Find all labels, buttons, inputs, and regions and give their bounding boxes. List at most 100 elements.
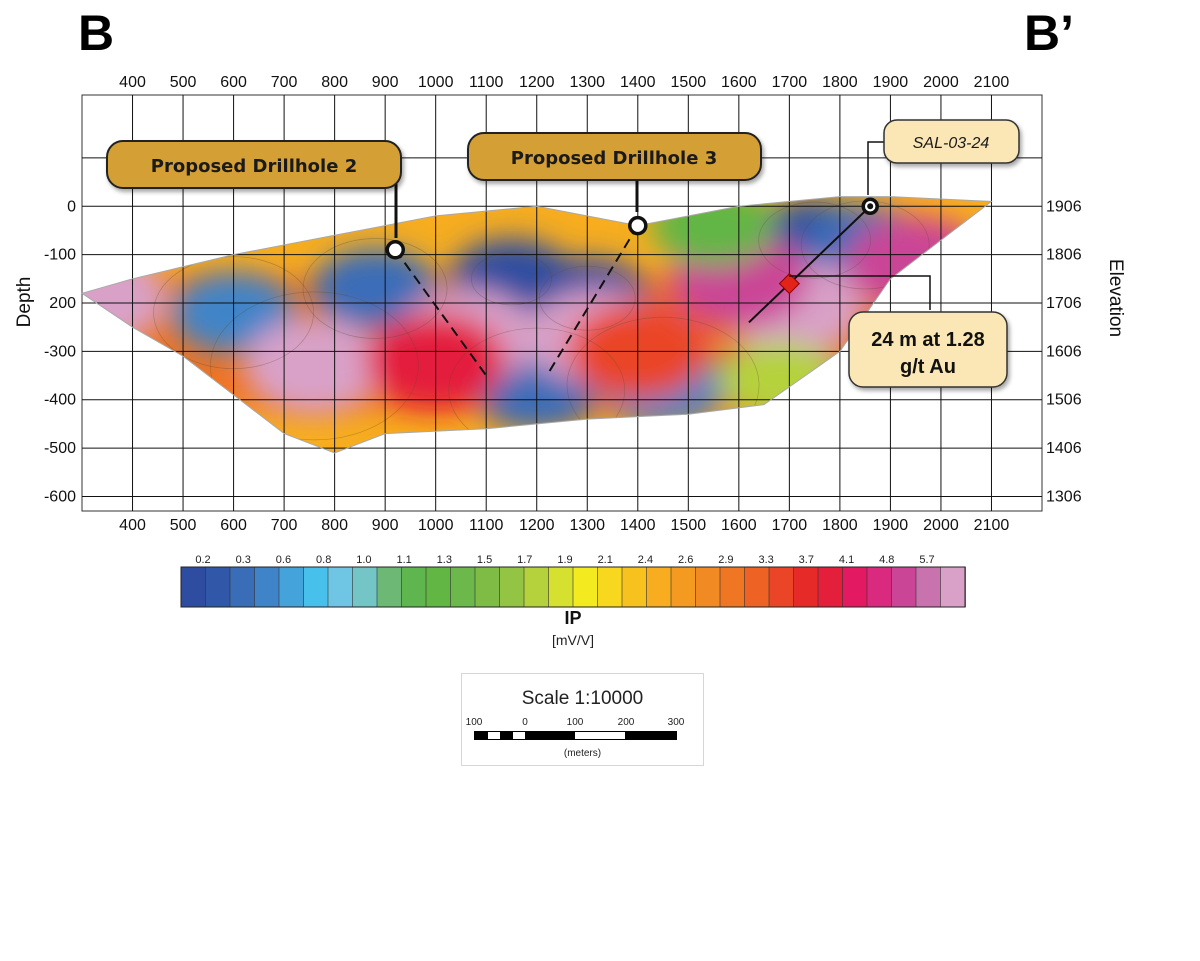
drillhole-trace — [748, 205, 871, 324]
x-tick-label-bottom: 400 — [119, 517, 146, 534]
legend-tick-label: 4.1 — [839, 554, 854, 566]
x-tick-label-top: 1600 — [721, 74, 757, 91]
legend-tick-label: 0.6 — [276, 554, 291, 566]
legend-tick-label: 2.1 — [598, 554, 613, 566]
y2-tick-label: 1506 — [1046, 392, 1082, 409]
legend-tick-label: 1.3 — [437, 554, 452, 566]
y-tick-label: -300 — [44, 343, 76, 360]
legend-swatch — [915, 566, 942, 608]
legend-swatch — [842, 566, 868, 608]
ip-anomaly — [244, 317, 385, 414]
scale-tick: 300 — [667, 717, 685, 728]
legend-tick-label: 3.3 — [758, 554, 773, 566]
y2-tick-label: 1806 — [1046, 247, 1082, 264]
legend-tick-label: 3.7 — [799, 554, 814, 566]
legend-title: IP — [564, 608, 581, 628]
ip-color-legend: 0.2 0.3 0.6 0.8 1.0 1.1 1.3 1.5 1.7 1.9 2.1 2.4 2.6 2… — [180, 554, 966, 648]
legend-swatch — [499, 566, 525, 608]
legend-swatch — [793, 566, 819, 608]
legend-swatch — [621, 566, 648, 608]
legend-swatch — [744, 566, 770, 608]
x-tick-label-top: 700 — [271, 74, 298, 91]
legend-tick-label: 0.3 — [236, 554, 251, 566]
legend-swatch — [817, 566, 844, 608]
legend-swatch — [376, 566, 403, 608]
x-tick-label-top: 1000 — [418, 74, 454, 91]
legend-swatch — [940, 566, 966, 608]
y2-tick-label: 1406 — [1046, 440, 1082, 457]
x-tick-label-bottom: 1100 — [469, 517, 504, 534]
x-tick-label-bottom: 1700 — [772, 517, 808, 534]
scale-tick: 100 — [465, 717, 483, 728]
y-axis-elevation: 1906 1806 1706 1606 1506 1406 1306 — [1046, 198, 1082, 505]
y2-tick-label: 1606 — [1046, 343, 1082, 360]
drillhole-collar — [628, 215, 648, 236]
legend-swatch — [180, 566, 207, 608]
x-tick-label-top: 2100 — [974, 74, 1010, 91]
legend-swatch — [523, 566, 550, 608]
y2-tick-label: 1906 — [1046, 198, 1082, 215]
legend-swatch — [646, 566, 672, 608]
intercept-callout: 24 m at 1.28 g/t Au — [789, 275, 1008, 388]
x-tick-label-bottom: 1900 — [873, 517, 909, 534]
x-tick-label-bottom: 1300 — [569, 517, 605, 534]
legend-swatch — [474, 566, 501, 608]
x-tick-label-bottom: 600 — [220, 517, 247, 534]
drillhole-2-callout: Proposed Drillhole 2 — [106, 140, 402, 238]
legend-tick-label: 2.4 — [638, 554, 653, 566]
y-axis-label: Depth — [14, 277, 35, 328]
legend-swatch — [327, 566, 354, 608]
x-tick-label-bottom: 1200 — [519, 517, 555, 534]
x-tick-label-bottom: 700 — [271, 517, 298, 534]
y-axis-depth: 0 -100 200 -300 -400 -500 -600 — [44, 198, 76, 505]
ip-contour — [758, 201, 871, 279]
x-tick-label-bottom: 900 — [372, 517, 399, 534]
x-tick-label-bottom: 2100 — [974, 517, 1010, 534]
legend-swatch — [352, 566, 378, 608]
y-tick-label: 0 — [67, 198, 76, 215]
scale-tick: 0 — [522, 717, 528, 728]
legend-swatch — [695, 566, 721, 608]
ip-section-chart: 400 500 600 700 800 900 1000 1100 1200 1300 1400 15… — [14, 74, 1126, 534]
legend-tick-label: 5.7 — [919, 554, 934, 566]
legend-swatch — [768, 566, 795, 608]
drillhole-trace — [545, 225, 639, 377]
x-tick-label-bottom: 1800 — [822, 517, 858, 534]
legend-tick-label: 1.7 — [517, 554, 532, 566]
drillhole-trace — [394, 249, 488, 377]
x-tick-label-top: 600 — [220, 74, 247, 91]
scale-bar — [474, 731, 677, 740]
x-tick-label-top: 400 — [119, 74, 146, 91]
legend-tick-label: 4.8 — [879, 554, 894, 566]
y-tick-label: 200 — [49, 295, 76, 312]
intercept-label-line2: g/t Au — [900, 356, 956, 378]
x-tick-label-top: 1500 — [671, 74, 707, 91]
legend-swatch — [572, 566, 599, 608]
x-tick-label-top: 1100 — [469, 74, 504, 91]
x-tick-label-bottom: 500 — [170, 517, 197, 534]
x-tick-label-bottom: 1000 — [418, 517, 454, 534]
scale-tick: 100 — [566, 717, 584, 728]
x-tick-label-top: 1900 — [873, 74, 909, 91]
y-tick-label: -400 — [44, 392, 76, 409]
scale-title: Scale 1:10000 — [521, 688, 644, 709]
drillhole-collar-dot — [867, 203, 874, 210]
drillhole-collars — [385, 197, 879, 260]
legend-swatch — [425, 566, 452, 608]
ip-contour — [566, 316, 760, 453]
scale-units: (meters) — [563, 748, 602, 759]
sal-label: SAL-03-24 — [913, 135, 990, 152]
legend-swatch — [891, 566, 917, 608]
x-tick-label-top: 800 — [321, 74, 348, 91]
sal-callout: SAL-03-24 — [867, 119, 1020, 195]
x-tick-label-bottom: 800 — [321, 517, 348, 534]
legend-swatch — [450, 566, 476, 608]
legend-swatch — [254, 566, 280, 608]
drillhole-3-label: Proposed Drillhole 3 — [511, 148, 717, 169]
x-tick-label-bottom: 1400 — [620, 517, 656, 534]
y-tick-label: -100 — [44, 247, 76, 264]
legend-swatch — [670, 566, 697, 608]
ip-contour — [302, 238, 448, 339]
legend-tick-label: 1.0 — [356, 554, 371, 566]
y-tick-label: -600 — [44, 488, 76, 505]
